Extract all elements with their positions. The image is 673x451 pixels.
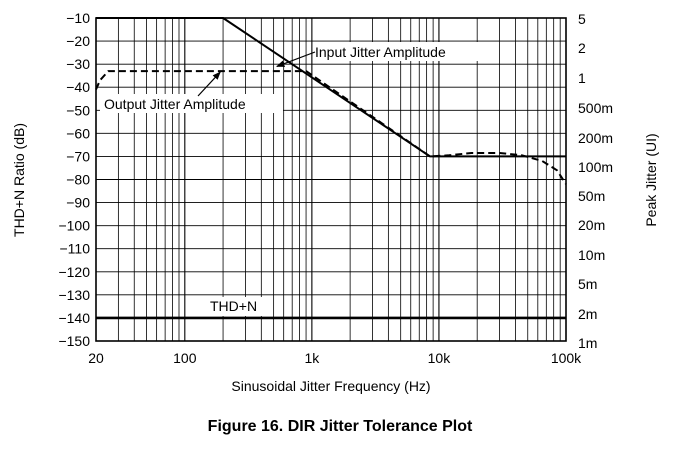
y-left-tick-label: −60: [66, 125, 90, 141]
x-tick-label: 100: [173, 350, 197, 366]
x-tick-labels: 20 100 1k 10k 100k: [88, 350, 582, 366]
y-left-tick-label: −30: [66, 56, 90, 72]
x-tick-label: 1k: [304, 350, 320, 366]
y-right-tick-label: 5m: [578, 276, 597, 292]
y-axis-right-title: Peak Jitter (UI): [643, 133, 659, 226]
y-left-tick-label: −140: [58, 310, 90, 326]
y-right-tick-label: 1: [578, 70, 586, 86]
x-tick-label: 10k: [428, 350, 452, 366]
annotation-label: Input Jitter Amplitude: [315, 44, 446, 60]
annotation-background: [313, 42, 483, 61]
y-left-tick-label: −90: [66, 195, 90, 211]
y-right-tick-label: 2: [578, 40, 586, 56]
major-gridlines: [96, 18, 566, 341]
y-axis-left-title: THD+N Ratio (dB): [11, 123, 27, 237]
series-output-jitter-amplitude: [95, 70, 567, 185]
y-right-tick-label: 2m: [578, 306, 597, 322]
y-left-tick-label: −40: [66, 79, 90, 95]
y-left-tick-label: −100: [58, 218, 90, 234]
y-right-tick-label: 200m: [578, 130, 613, 146]
y-left-tick-label: −150: [58, 333, 90, 349]
plot-frame: [95, 17, 567, 342]
y-right-tick-label: 500m: [578, 100, 613, 116]
annotation-layer: Input Jitter Amplitude Output Jitter Ampl…: [100, 42, 483, 316]
series-input-jitter-amplitude: [96, 17, 566, 158]
series-layer: [95, 17, 567, 320]
y-left-tick-label: −20: [66, 33, 90, 49]
y-left-tick-label: −110: [60, 241, 91, 257]
y-right-tick-labels: 5 2 1 500m 200m 100m 50m 20m 10m 5m 2m 1m: [578, 11, 613, 351]
y-left-tick-label: −120: [58, 264, 90, 280]
annotation-arrow: [197, 71, 221, 97]
y-left-tick-label: −10: [66, 10, 90, 26]
y-right-tick-label: 20m: [578, 217, 605, 233]
annotation-label: Output Jitter Amplitude: [104, 96, 246, 112]
x-tick-label: 20: [88, 350, 104, 366]
y-left-tick-label: −50: [66, 102, 90, 118]
figure-caption: Figure 16. DIR Jitter Tolerance Plot: [208, 418, 473, 435]
x-tick-label: 100k: [551, 350, 582, 366]
x-axis-title: Sinusoidal Jitter Frequency (Hz): [231, 378, 430, 394]
y-left-tick-label: −70: [66, 148, 90, 164]
y-right-tick-label: 50m: [578, 188, 605, 204]
y-left-tick-label: −80: [66, 172, 90, 188]
y-left-tick-labels: −10 −20 −30 −40 −50 −60 −70 −80 −90 −100 −110 −120 −…: [58, 10, 90, 349]
y-right-tick-label: 5: [578, 11, 586, 27]
y-right-tick-label: 10m: [578, 247, 605, 263]
annotation-label: THD+N: [210, 298, 257, 314]
annotation-background: [206, 297, 270, 316]
y-right-tick-label: 1m: [578, 335, 597, 351]
annotation-background: [100, 94, 283, 113]
annotation-arrow: [276, 51, 316, 68]
y-left-tick-label: −130: [58, 287, 90, 303]
y-right-tick-label: 100m: [578, 159, 613, 175]
